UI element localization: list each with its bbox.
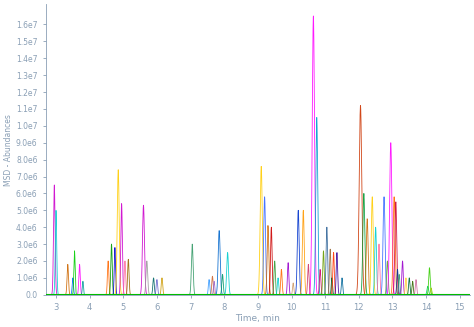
X-axis label: Time, min: Time, min bbox=[236, 314, 280, 323]
Y-axis label: MSD - Abundances: MSD - Abundances bbox=[4, 114, 13, 186]
